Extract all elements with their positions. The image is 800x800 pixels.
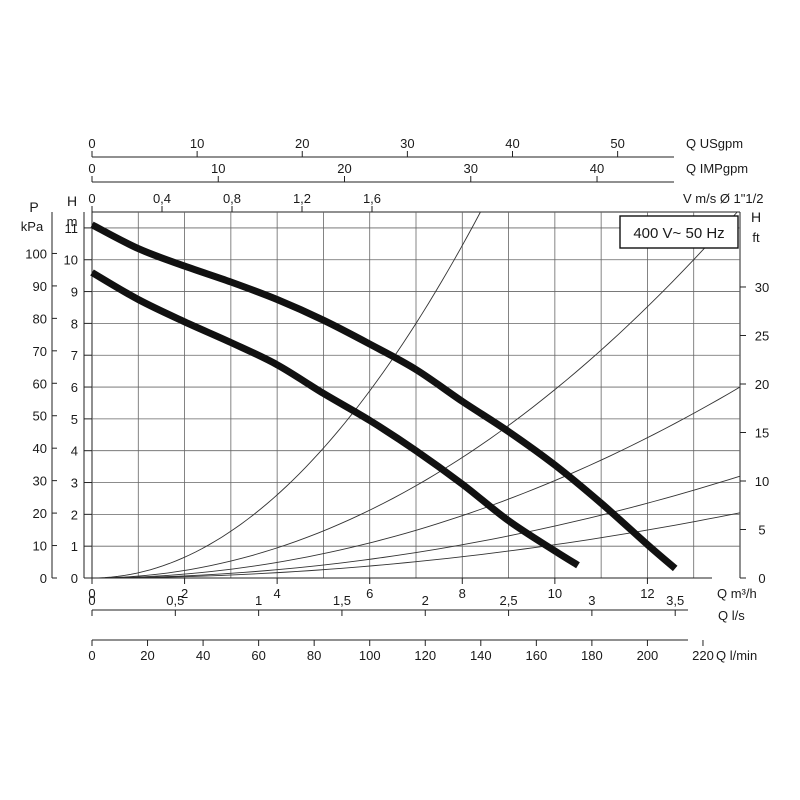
q-ls-tick-label: 3 — [588, 593, 595, 608]
p-kpa-tick-label: 100 — [25, 246, 47, 261]
q-m3h-axis-title: Q m³/h — [717, 586, 757, 601]
p-kpa-tick-label: 20 — [33, 506, 47, 521]
p-kpa-tick-label: 70 — [33, 344, 47, 359]
q-ls-tick-label: 1 — [255, 593, 262, 608]
velocity-tick-label: 1,2 — [293, 191, 311, 206]
q-lmin-tick-label: 140 — [470, 648, 492, 663]
q-m3h-tick-label: 6 — [366, 586, 373, 601]
voltage-badge-label: 400 V~ 50 Hz — [633, 225, 724, 242]
p-kpa-tick-label: 80 — [33, 311, 47, 326]
q-impgpm-tick-label: 40 — [590, 161, 604, 176]
q-ls-axis-title: Q l/s — [718, 608, 745, 623]
system-curves — [91, 211, 741, 579]
q-impgpm-tick-label: 10 — [211, 161, 225, 176]
p-kpa-tick-label: 90 — [33, 279, 47, 294]
h-ft-tick-label: 30 — [755, 280, 769, 295]
q-lmin-tick-label: 40 — [196, 648, 210, 663]
q-impgpm-tick-label: 20 — [337, 161, 351, 176]
h-m-axis-unit: m — [67, 214, 78, 229]
h-m-tick-label: 2 — [71, 507, 78, 522]
h-ft-tick-label: 5 — [758, 522, 765, 537]
voltage-badge: 400 V~ 50 Hz — [619, 215, 739, 249]
q-ls-tick-label: 2 — [422, 593, 429, 608]
q-m3h-tick-label: 12 — [640, 586, 654, 601]
h-ft-tick-label: 25 — [755, 328, 769, 343]
h-ft-axis-title: H — [751, 209, 761, 225]
h-m-tick-label: 1 — [71, 539, 78, 554]
h-ft-tick-label: 0 — [758, 571, 765, 586]
h-m-axis-title: H — [67, 193, 77, 209]
system-curve — [91, 475, 741, 579]
p-kpa-tick-label: 50 — [33, 409, 47, 424]
q-lmin-tick-label: 180 — [581, 648, 603, 663]
q-ls-tick-label: 1,5 — [333, 593, 351, 608]
h-m-tick-label: 11 — [65, 221, 79, 236]
velocity-tick-label: 1,6 — [363, 191, 381, 206]
velocity-tick-label: 0,8 — [223, 191, 241, 206]
system-curve — [91, 386, 741, 579]
q-lmin-tick-label: 20 — [140, 648, 154, 663]
p-kpa-tick-label: 0 — [40, 571, 47, 586]
pump-curve-min — [90, 269, 580, 569]
h-m-tick-label: 6 — [71, 380, 78, 395]
q-ls-tick-label: 3,5 — [666, 593, 684, 608]
h-m-tick-label: 8 — [71, 316, 78, 331]
q-usgpm-tick-label: 20 — [295, 136, 309, 151]
axes: 01234567891011Hm0102030405060708090100Pk… — [21, 136, 769, 663]
q-m3h-tick-label: 2 — [181, 586, 188, 601]
q-lmin-axis-title: Q l/min — [716, 648, 757, 663]
p-kpa-tick-label: 60 — [33, 376, 47, 391]
q-usgpm-tick-label: 30 — [400, 136, 414, 151]
h-ft-axis-unit: ft — [752, 230, 760, 245]
velocity-tick-label: 0 — [88, 191, 95, 206]
q-lmin-tick-label: 160 — [525, 648, 547, 663]
q-lmin-tick-label: 120 — [414, 648, 436, 663]
q-usgpm-tick-label: 50 — [610, 136, 624, 151]
system-curve — [91, 211, 738, 579]
voltage-badge-box — [619, 215, 739, 249]
p-kpa-axis-title: P — [29, 199, 38, 215]
h-m-tick-label: 5 — [71, 412, 78, 427]
grid — [91, 211, 741, 578]
q-lmin-tick-label: 220 — [692, 648, 714, 663]
q-ls-tick-label: 0 — [88, 593, 95, 608]
q-m3h-tick-label: 10 — [548, 586, 562, 601]
h-m-tick-label: 4 — [71, 444, 78, 459]
q-lmin-tick-label: 80 — [307, 648, 321, 663]
system-curve — [91, 211, 481, 579]
q-usgpm-tick-label: 10 — [190, 136, 204, 151]
q-lmin-tick-label: 100 — [359, 648, 381, 663]
h-ft-tick-label: 15 — [755, 425, 769, 440]
h-ft-tick-label: 20 — [755, 377, 769, 392]
q-lmin-tick-label: 60 — [251, 648, 265, 663]
velocity-tick-label: 0,4 — [153, 191, 171, 206]
velocity-axis-title: V m/s Ø 1"1/2 — [683, 191, 763, 206]
q-usgpm-tick-label: 0 — [88, 136, 95, 151]
q-impgpm-tick-label: 30 — [464, 161, 478, 176]
pump-curves — [90, 221, 678, 572]
q-lmin-tick-label: 200 — [637, 648, 659, 663]
q-usgpm-axis-title: Q USgpm — [686, 136, 743, 151]
h-m-tick-label: 9 — [71, 285, 78, 300]
q-ls-tick-label: 0,5 — [166, 593, 184, 608]
q-impgpm-axis-title: Q IMPgpm — [686, 161, 748, 176]
q-m3h-tick-label: 0 — [88, 586, 95, 601]
q-m3h-tick-label: 4 — [274, 586, 281, 601]
p-kpa-tick-label: 10 — [33, 539, 47, 554]
h-ft-tick-label: 10 — [755, 474, 769, 489]
p-kpa-axis-unit: kPa — [21, 219, 44, 234]
h-m-tick-label: 3 — [71, 476, 78, 491]
h-m-tick-label: 7 — [71, 348, 78, 363]
q-ls-tick-label: 2,5 — [500, 593, 518, 608]
pump-curve-max — [90, 221, 678, 572]
q-impgpm-tick-label: 0 — [88, 161, 95, 176]
p-kpa-tick-label: 30 — [33, 474, 47, 489]
q-usgpm-tick-label: 40 — [505, 136, 519, 151]
h-m-tick-label: 10 — [64, 253, 78, 268]
h-m-tick-label: 0 — [71, 571, 78, 586]
q-m3h-tick-label: 8 — [459, 586, 466, 601]
q-lmin-tick-label: 0 — [88, 648, 95, 663]
p-kpa-tick-label: 40 — [33, 441, 47, 456]
